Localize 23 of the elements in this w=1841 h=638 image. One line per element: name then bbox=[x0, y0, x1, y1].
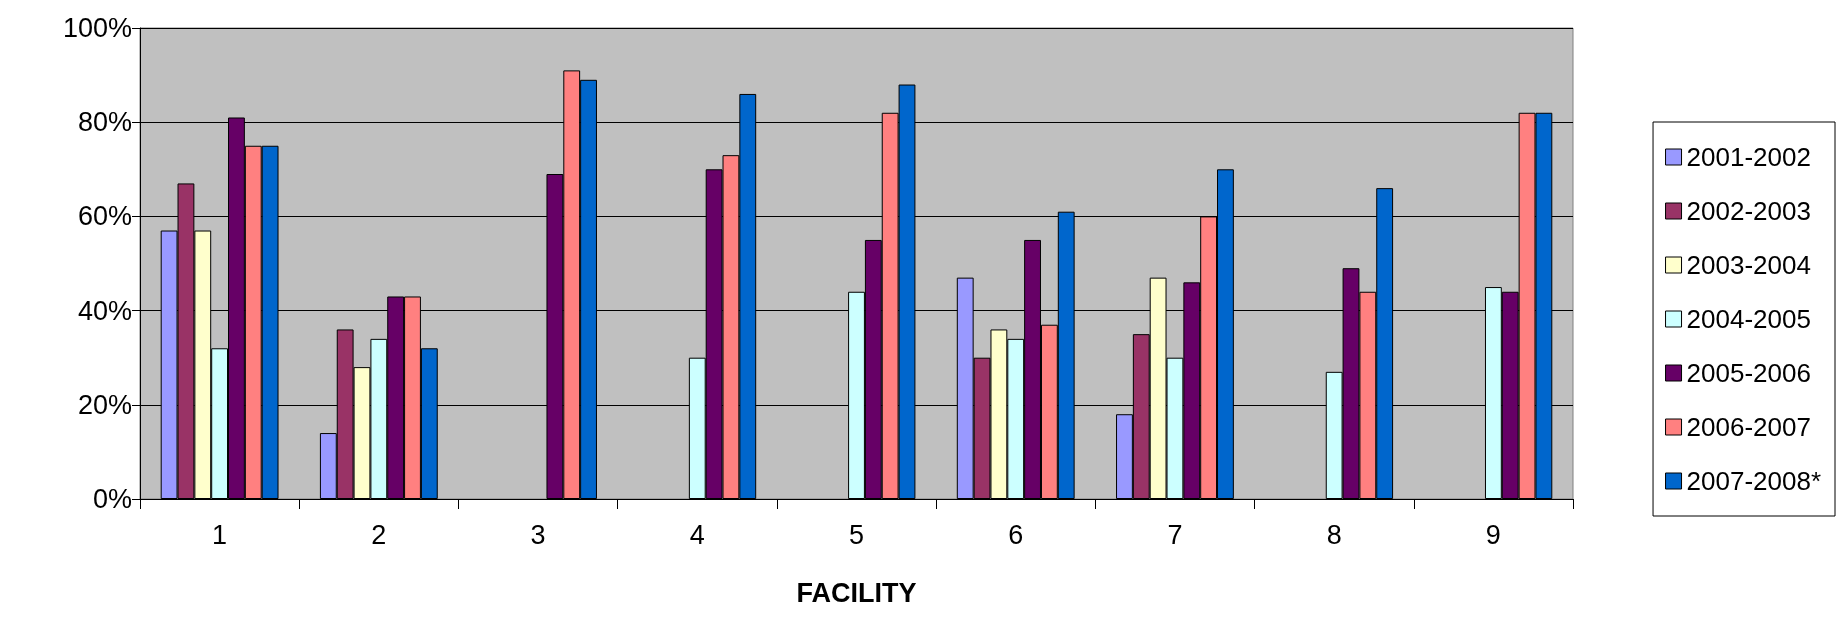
x-tick-label: 9 bbox=[1485, 519, 1501, 550]
y-tick-label: 40% bbox=[77, 295, 132, 326]
x-tick-label: 4 bbox=[689, 519, 705, 550]
x-tick-label: 3 bbox=[530, 519, 546, 550]
legend-label: 2001-2002 bbox=[1686, 142, 1811, 172]
legend-label: 2006-2007 bbox=[1686, 412, 1811, 442]
y-tick-label: 20% bbox=[77, 389, 132, 420]
legend-label: 2003-2004 bbox=[1686, 250, 1811, 280]
x-tick-label: 2 bbox=[371, 519, 387, 550]
y-tick-label: 0% bbox=[92, 484, 132, 514]
y-tick-label: 60% bbox=[77, 201, 132, 232]
y-tick-label: 80% bbox=[77, 107, 132, 138]
legend-label: 2004-2005 bbox=[1686, 304, 1811, 334]
y-tick-label: 100% bbox=[62, 13, 132, 43]
x-tick-label: 6 bbox=[1008, 519, 1024, 550]
x-tick-label: 7 bbox=[1167, 519, 1183, 550]
legend-label: 2002-2003 bbox=[1686, 196, 1811, 226]
x-tick-label: 5 bbox=[848, 519, 865, 550]
legend-label: 2007-2008* bbox=[1686, 466, 1822, 496]
x-tick-label: 8 bbox=[1326, 519, 1342, 550]
x-tick-label: 1 bbox=[212, 519, 228, 550]
legend-label: 2005-2006 bbox=[1686, 358, 1811, 388]
x-axis-title: FACILITY bbox=[796, 577, 917, 608]
